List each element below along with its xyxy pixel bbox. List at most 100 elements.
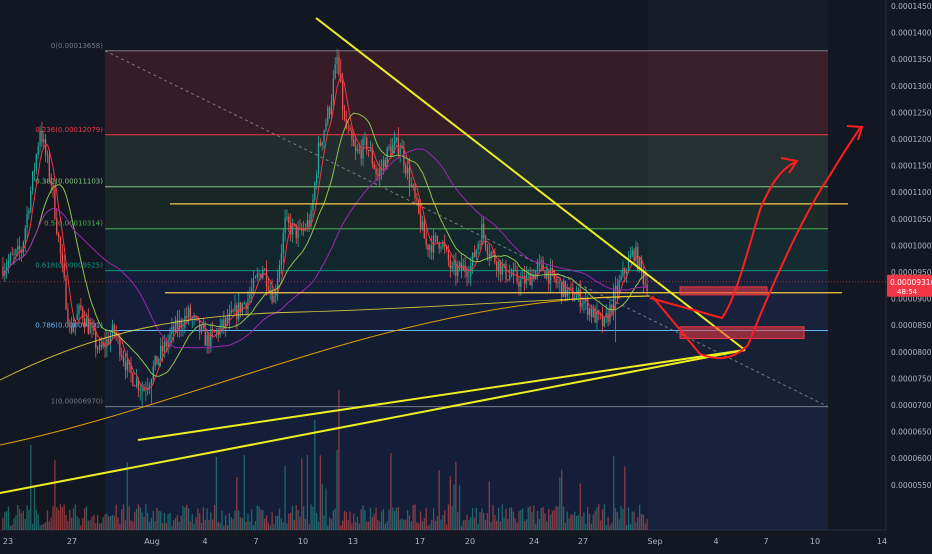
current-price-badge <box>887 274 932 297</box>
candle-body <box>160 345 162 359</box>
volume-bar <box>109 516 112 530</box>
candle-body <box>427 244 429 251</box>
candle-body <box>271 289 273 303</box>
candle-body <box>189 307 192 319</box>
volume-bar <box>100 522 102 530</box>
candle-body <box>291 223 294 235</box>
volume-bar <box>644 523 646 530</box>
volume-bar <box>629 524 632 530</box>
ma-line-long <box>0 295 651 446</box>
volume-bar <box>522 508 524 530</box>
volume-bar <box>228 513 231 530</box>
volume-bar <box>366 521 368 530</box>
volume-bar <box>275 515 277 530</box>
volume-bar <box>163 512 166 530</box>
candle-body <box>184 316 186 328</box>
candle-body <box>7 261 10 267</box>
candle-body <box>132 373 134 386</box>
volume-bar <box>24 518 26 530</box>
candle-body <box>416 197 418 200</box>
candle-body <box>102 342 104 347</box>
candle-body <box>20 250 23 254</box>
projection-arrowhead <box>780 157 799 174</box>
candle-body <box>510 275 513 276</box>
volume-bar <box>265 515 268 530</box>
volume-bar <box>587 507 589 530</box>
volume-bar <box>410 521 412 530</box>
volume-bar <box>124 520 127 530</box>
candle-body <box>503 263 505 266</box>
volume-bar <box>529 505 531 530</box>
candle-body <box>609 304 611 322</box>
y-axis-tick-label: 0.00009000 <box>891 295 932 304</box>
candle-body <box>397 137 399 154</box>
volume-bar <box>596 507 598 530</box>
volume-bar <box>18 509 21 530</box>
volume-bar <box>7 506 10 530</box>
volume-bar <box>406 509 409 530</box>
candle-body <box>622 268 624 277</box>
candle-body <box>321 141 323 146</box>
volume-bar <box>245 521 247 530</box>
candle-body <box>596 310 598 323</box>
volume-bar <box>516 522 518 530</box>
candle-body <box>421 221 424 230</box>
volume-bar <box>189 521 192 530</box>
candle-body <box>28 211 30 214</box>
volume-bar <box>642 514 645 530</box>
candle-body <box>442 242 444 248</box>
x-axis-tick-label: 27 <box>578 537 588 546</box>
volume-bar <box>167 514 169 530</box>
volume-bar <box>490 521 492 530</box>
candle-body <box>191 318 193 320</box>
candle-body <box>354 146 357 152</box>
candle-body <box>18 246 21 251</box>
volume-bar <box>525 519 528 530</box>
candle-body <box>444 242 446 247</box>
candle-body <box>393 140 396 146</box>
volume-bar <box>457 512 459 530</box>
volume-bar <box>646 518 648 530</box>
volume-bar <box>559 477 561 530</box>
candle-body <box>251 288 253 295</box>
volume-bar <box>4 512 6 530</box>
volume-bar <box>186 504 188 530</box>
ascending-trendline-upper <box>137 349 746 441</box>
y-axis-tick-label: 0.00010000 <box>891 241 932 250</box>
candle-body <box>583 300 585 304</box>
candle-body <box>297 227 299 238</box>
volume-bar <box>199 513 201 530</box>
volume-bar <box>137 504 140 530</box>
candle-body <box>239 302 242 313</box>
volume-bar <box>119 523 121 530</box>
candle-body <box>282 233 284 254</box>
volume-bar <box>488 481 490 530</box>
volume-bar <box>70 517 73 530</box>
candle-body <box>54 189 56 219</box>
volume-bar <box>460 525 463 530</box>
candle-body <box>182 327 184 329</box>
candle-body <box>629 255 632 259</box>
volume-bar <box>212 519 214 530</box>
y-axis-tick-label: 0.00008500 <box>891 321 932 330</box>
candle-body <box>44 139 47 155</box>
candle-body <box>536 264 539 271</box>
volume-bar <box>546 521 548 530</box>
volume-bar <box>57 509 60 530</box>
candle-body <box>347 127 349 129</box>
candle-body <box>243 303 245 305</box>
volume-bar <box>423 518 425 530</box>
candle-body <box>358 148 360 150</box>
volume-bar <box>132 521 134 530</box>
volume-bar <box>638 504 641 530</box>
candle-body <box>288 216 290 223</box>
x-axis-tick-label: 23 <box>3 537 13 546</box>
volume-bar <box>206 508 208 530</box>
candle-body <box>332 78 335 101</box>
volume-bar <box>499 521 502 530</box>
candle-body <box>327 107 329 124</box>
candle-body <box>406 167 409 174</box>
candle-body <box>633 250 635 260</box>
